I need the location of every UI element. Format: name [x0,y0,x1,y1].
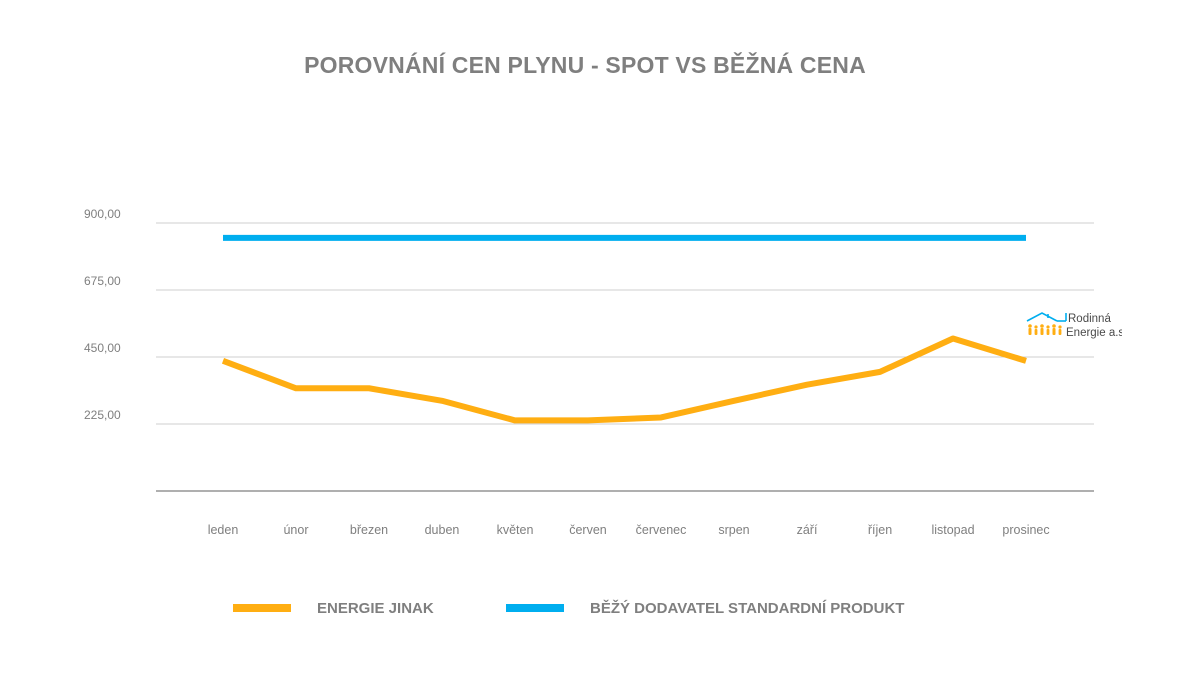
y-tick-label: 675,00 [84,274,121,288]
legend-label-energie-jinak: ENERGIE JINAK [317,599,434,617]
company-logo: Rodinná Energie a.s. [1026,310,1127,342]
y-tick-label: 900,00 [84,207,121,221]
x-axis-ticks: leden únor březen duben květen červen červenec… [208,523,1050,537]
grid-lines [156,222,1094,492]
legend-label-bezny-dodavatel: BĚŽÝ DODAVATEL STANDARDNÍ PRODUKT [590,599,905,617]
x-tick-label: říjen [868,523,892,537]
y-axis-ticks: 225,00 450,00 675,00 900,00 [84,207,121,422]
y-tick-label: 450,00 [84,341,121,355]
x-tick-label: září [797,523,818,537]
series-line-0 [221,335,1027,424]
x-tick-label: prosinec [1002,523,1049,537]
x-tick-label: červen [569,523,607,537]
y-tick-label: 225,00 [84,408,121,422]
x-tick-label: únor [283,523,308,537]
x-tick-label: březen [350,523,388,537]
x-tick-label: leden [208,523,239,537]
legend-item-bezny-dodavatel: BĚŽÝ DODAVATEL STANDARDNÍ PRODUKT [506,596,904,620]
house-family-icon: Rodinná Energie a.s. [1026,312,1127,339]
x-tick-label: červenec [636,523,687,537]
x-tick-label: květen [497,523,534,537]
x-tick-label: listopad [931,523,974,537]
legend-item-energie-jinak: ENERGIE JINAK [233,596,434,620]
legend-swatch-bezny-dodavatel [506,604,564,612]
logo-text-line2: Energie a.s. [1066,327,1122,339]
logo-text-line1: Rodinná [1068,313,1111,325]
legend-swatch-energie-jinak [233,604,291,612]
x-tick-label: srpen [718,523,749,537]
chart-title: POROVNÁNÍ CEN PLYNU - SPOT VS BĚŽNÁ CENA [304,52,866,78]
series-lines [221,234,1027,424]
x-tick-label: duben [425,523,460,537]
